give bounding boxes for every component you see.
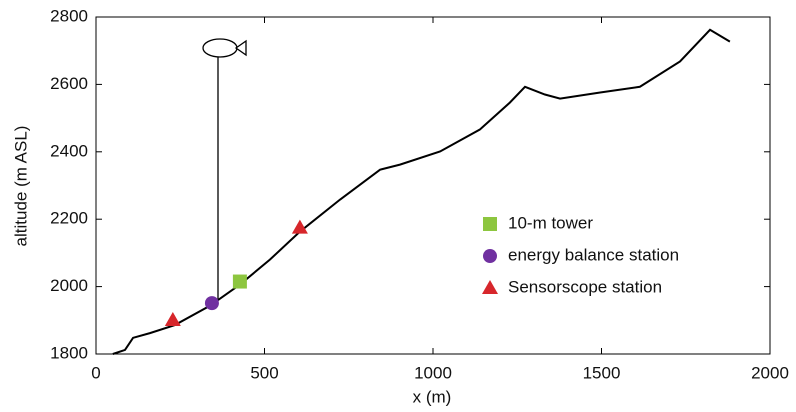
data-point: [164, 311, 181, 326]
y-tick-label: 2000: [50, 276, 88, 295]
legend-marker: [483, 217, 497, 231]
x-tick-label: 0: [91, 363, 100, 382]
y-tick-label: 2400: [50, 141, 88, 160]
profile-line: [112, 28, 731, 355]
data-point: [291, 219, 308, 234]
legend-marker: [482, 280, 498, 294]
x-tick-label: 2000: [751, 363, 789, 382]
x-axis-label: x (m): [413, 387, 452, 406]
y-tick-label: 2800: [50, 6, 88, 25]
data-point: [204, 296, 219, 311]
x-tick-label: 1500: [583, 363, 621, 382]
legend-label: Sensorscope station: [508, 277, 662, 296]
legend-label: energy balance station: [508, 245, 679, 264]
legend-label: 10-m tower: [508, 213, 593, 232]
legend-marker: [483, 249, 497, 263]
y-tick-label: 1800: [50, 343, 88, 362]
balloon: [202, 38, 247, 300]
x-tick-label: 500: [250, 363, 278, 382]
y-axis-label: altitude (m ASL): [11, 126, 30, 247]
x-tick-label: 1000: [414, 363, 452, 382]
y-tick-label: 2600: [50, 74, 88, 93]
y-tick-label: 2200: [50, 209, 88, 228]
data-point: [232, 274, 247, 289]
